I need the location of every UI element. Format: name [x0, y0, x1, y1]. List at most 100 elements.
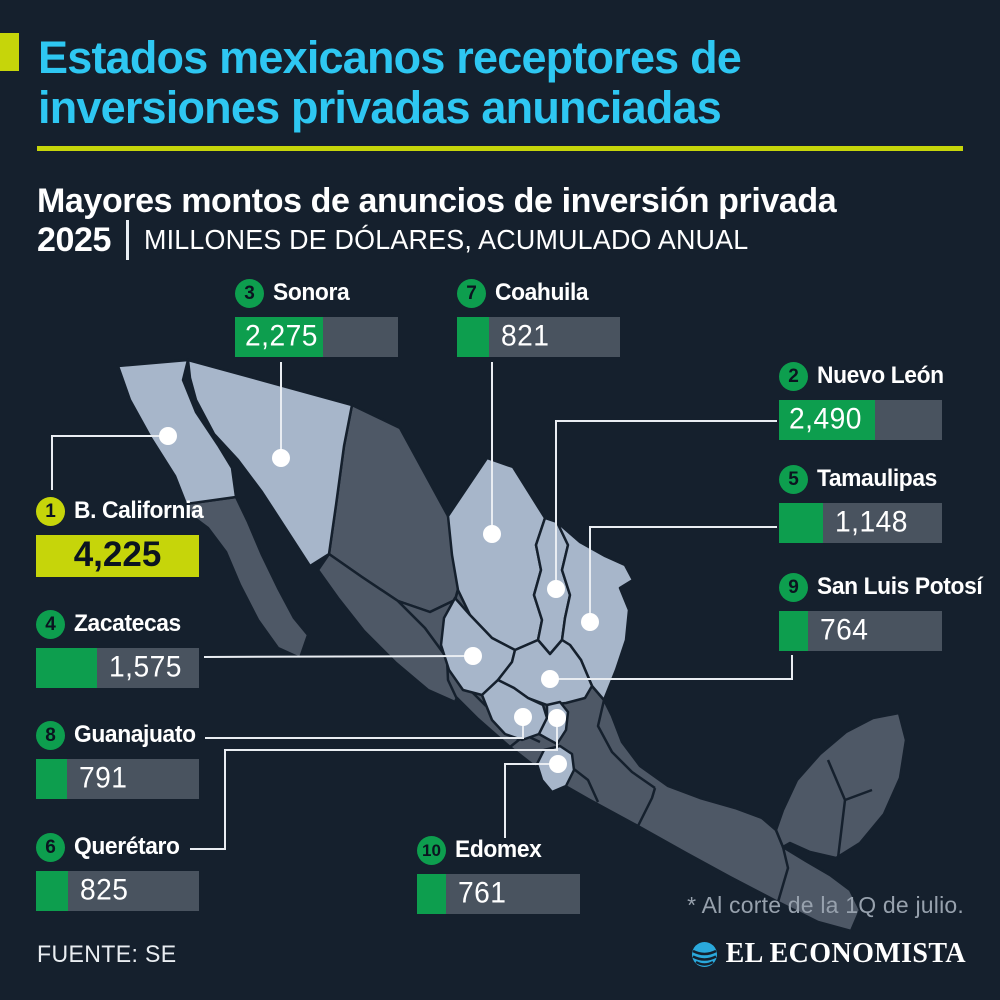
value-bar-fill — [36, 648, 97, 688]
map-dot-guanajuato — [514, 708, 532, 726]
map-dot-san-luis-potosi — [541, 670, 559, 688]
value-label: 2,275 — [245, 319, 318, 353]
callout-line-b-california — [51, 435, 168, 490]
value-bar-fill — [36, 535, 199, 577]
globe-icon — [691, 941, 717, 967]
callout-line-nuevo-leon — [555, 420, 777, 583]
state-name: Sonora — [273, 279, 350, 306]
state-callout-zacatecas: 4 Zacatecas 1,575 — [36, 609, 199, 688]
rank-badge: 1 — [36, 496, 65, 526]
year-label: 2025 — [37, 220, 112, 259]
map-state-baja-california — [116, 358, 238, 506]
value-label: 761 — [458, 876, 507, 910]
map-border-oaxaca — [636, 787, 657, 827]
value-bar: 761 — [417, 874, 580, 914]
map-border-yucatan-2 — [844, 788, 873, 802]
rank-badge: 2 — [779, 361, 808, 391]
rank-badge: 3 — [235, 278, 264, 308]
value-bar: 821 — [457, 317, 620, 357]
value-label: 791 — [78, 761, 127, 795]
state-callout-queretaro: 6 Querétaro 825 — [36, 832, 199, 911]
map-border-veracruz — [596, 699, 656, 790]
map-dot-tamaulipas — [581, 613, 599, 631]
value-bar-fill — [457, 317, 489, 357]
accent-square — [0, 33, 19, 71]
value-bar-fill — [36, 759, 67, 799]
separator-bar — [126, 220, 130, 260]
rank-badge: 10 — [417, 835, 446, 865]
value-bar-fill — [235, 317, 323, 357]
map-dot-zacatecas — [464, 647, 482, 665]
footnote: * Al corte de la 1Q de julio. — [687, 892, 964, 918]
publisher-logo: EL ECONOMISTA — [691, 938, 966, 970]
map-state-baja-california-sur — [184, 495, 310, 660]
state-callout-guanajuato: 8 Guanajuato 791 — [36, 720, 199, 799]
callout-line-zacatecas — [203, 655, 468, 658]
state-callout-edomex: 10 Edomex 761 — [417, 835, 580, 914]
state-callout-tamaulipas: 5 Tamaulipas 1,148 — [779, 464, 942, 543]
callout-line-tamaulipas — [589, 526, 777, 616]
rank-badge: 6 — [36, 832, 65, 862]
callout-line-guanajuato — [205, 723, 524, 739]
state-name: Zacatecas — [74, 610, 181, 637]
value-bar-fill — [36, 871, 68, 911]
map-dot-nuevo-leon — [547, 580, 565, 598]
state-name: San Luis Potosí — [817, 573, 983, 600]
value-bar: 764 — [779, 611, 942, 651]
value-label: 1,148 — [835, 505, 909, 539]
value-bar-fill — [417, 874, 447, 914]
rank-badge: 7 — [457, 278, 486, 308]
title-underline — [37, 146, 963, 151]
map-state-tamaulipas — [555, 520, 635, 702]
state-callout-b-california: 1 B. California 4,225 — [36, 496, 204, 577]
map-border-chiapas — [776, 846, 790, 903]
state-name: Nuevo León — [817, 362, 944, 389]
rank-badge: 5 — [779, 464, 808, 494]
page-title: Estados mexicanos receptores de inversion… — [38, 32, 742, 133]
callout-line-edomex — [504, 763, 553, 838]
state-name: Edomex — [455, 836, 542, 863]
value-label: 764 — [820, 613, 869, 647]
value-label: 825 — [79, 873, 129, 907]
value-bar-fill — [779, 611, 809, 651]
rank-badge: 9 — [779, 572, 808, 602]
state-callout-nuevo-leon: 2 Nuevo León 2,490 — [779, 361, 944, 440]
state-callout-coahuila: 7 Coahuila 821 — [457, 278, 620, 357]
rank-badge: 4 — [36, 609, 65, 639]
callout-line-san-luis-potosi — [556, 655, 793, 680]
value-bar: 825 — [36, 871, 199, 911]
title-line-1: Estados mexicanos receptores de — [38, 32, 742, 83]
state-name: Querétaro — [74, 833, 180, 860]
callout-line-queretaro — [190, 724, 558, 850]
state-name: B. California — [74, 497, 204, 524]
subtitle: Mayores montos de anuncios de inversión … — [37, 182, 837, 220]
state-name: Coahuila — [495, 279, 589, 306]
subtitle-meta: 2025 MILLONES DE DÓLARES, ACUMULADO ANUA… — [37, 220, 774, 260]
state-callout-san-luis-potosi: 9 San Luis Potosí 764 — [779, 572, 983, 651]
value-bar: 2,490 — [779, 400, 942, 440]
value-bar: 2,275 — [235, 317, 398, 357]
value-bar: 1,148 — [779, 503, 942, 543]
value-bar: 1,575 — [36, 648, 199, 688]
value-bar: 791 — [36, 759, 199, 799]
map-dot-queretaro — [548, 709, 566, 727]
map-dot-edomex — [549, 755, 567, 773]
state-name: Guanajuato — [74, 721, 196, 748]
source-label: FUENTE: SE — [37, 941, 177, 968]
value-bar-fill — [779, 400, 876, 440]
rank-badge: 8 — [36, 720, 65, 750]
value-label: 821 — [500, 319, 550, 353]
units-label: MILLONES DE DÓLARES, ACUMULADO ANUAL — [144, 224, 749, 255]
map-dot-coahuila — [483, 525, 501, 543]
value-label: 1,575 — [108, 650, 182, 684]
map-state-sonora — [186, 358, 354, 568]
map-dot-b-california — [159, 427, 177, 445]
publisher-name: EL ECONOMISTA — [725, 938, 966, 969]
map-dot-sonora — [272, 449, 290, 467]
value-label: 4,225 — [73, 535, 162, 575]
title-line-2: inversiones privadas anunciadas — [38, 81, 722, 133]
value-bar: 4,225 — [36, 535, 199, 577]
value-bar-fill — [779, 503, 824, 543]
